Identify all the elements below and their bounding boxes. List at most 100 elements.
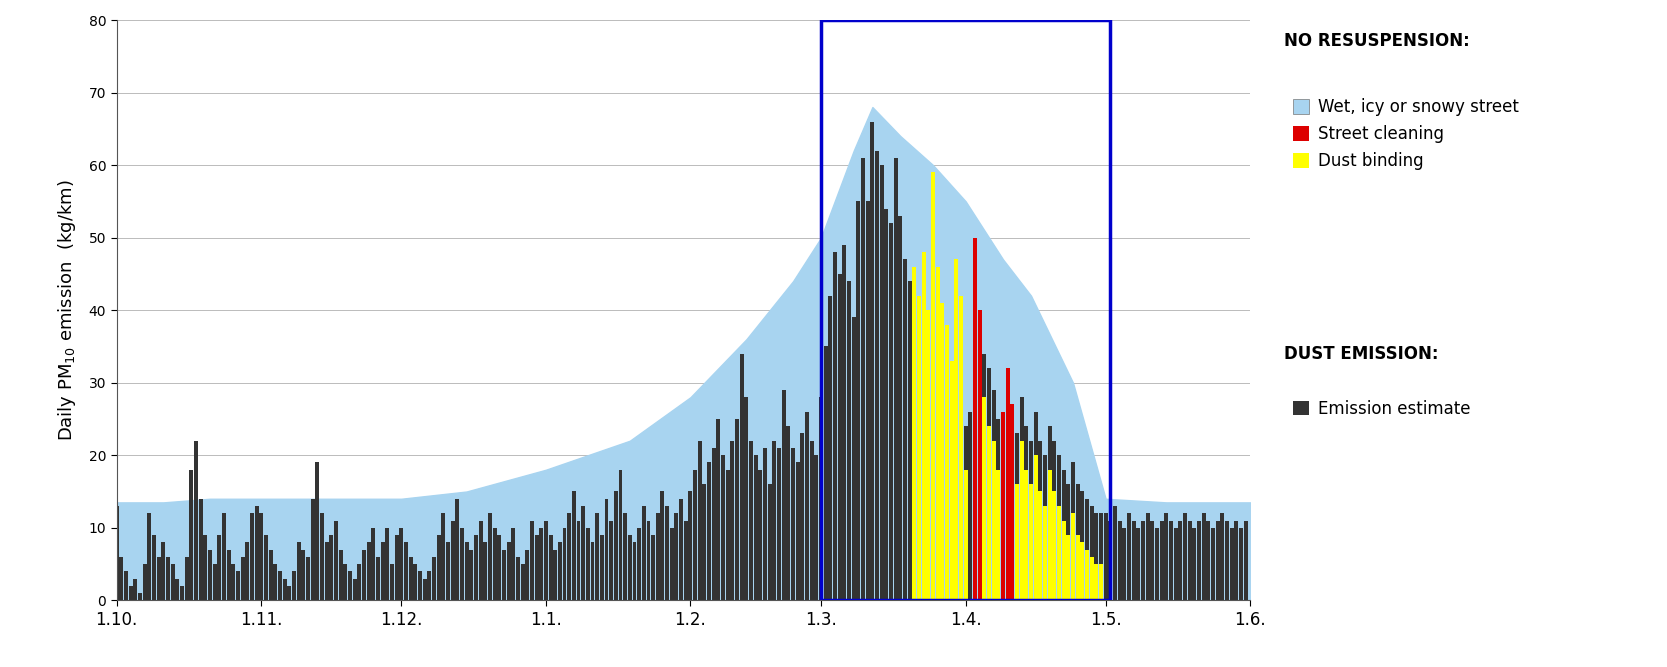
Bar (1127, 514, 1130, 600)
Bar (735, 419, 738, 600)
Bar (655, 514, 660, 600)
Bar (787, 426, 790, 600)
Bar (815, 456, 818, 600)
Bar (128, 586, 133, 600)
Bar (413, 564, 417, 600)
Bar (955, 259, 959, 600)
Bar (1062, 470, 1065, 600)
Bar (333, 520, 338, 600)
Bar (562, 528, 567, 600)
Bar (834, 252, 837, 600)
Bar (997, 419, 1000, 600)
Bar (330, 535, 333, 600)
Bar (1244, 520, 1247, 600)
Bar (213, 564, 217, 600)
Bar (1044, 506, 1047, 600)
Bar (1080, 492, 1084, 600)
Bar (1075, 535, 1080, 600)
Bar (1179, 520, 1182, 600)
Bar (217, 535, 222, 600)
Bar (950, 361, 954, 600)
Bar (880, 165, 884, 600)
Bar (362, 550, 367, 600)
Bar (353, 578, 357, 600)
Bar (665, 506, 668, 600)
Bar (1234, 520, 1239, 600)
Bar (1207, 520, 1210, 600)
Bar (745, 398, 748, 600)
Bar (395, 535, 398, 600)
Bar (1015, 484, 1019, 600)
Bar (717, 419, 720, 600)
Bar (302, 550, 305, 600)
Bar (964, 426, 967, 600)
Bar (548, 535, 552, 600)
Bar (1202, 514, 1205, 600)
Bar (558, 542, 562, 600)
Bar (157, 557, 160, 600)
Bar (567, 514, 572, 600)
Bar (227, 550, 230, 600)
Bar (1094, 514, 1099, 600)
Bar (772, 441, 777, 600)
Bar (292, 571, 297, 600)
Bar (152, 535, 157, 600)
Bar (1225, 520, 1229, 600)
Bar (927, 310, 930, 600)
Bar (959, 295, 964, 600)
Bar (725, 470, 730, 600)
Bar (582, 506, 585, 600)
Bar (1085, 499, 1089, 600)
Legend: Emission estimate: Emission estimate (1292, 400, 1470, 418)
Bar (660, 492, 665, 600)
Bar (940, 303, 944, 600)
Bar (450, 520, 455, 600)
Bar (595, 514, 598, 600)
Bar (1164, 514, 1169, 600)
Bar (1010, 456, 1014, 600)
Bar (1057, 456, 1060, 600)
Bar (857, 201, 860, 600)
Bar (997, 470, 1000, 600)
Bar (839, 274, 842, 600)
Bar (1020, 398, 1024, 600)
Bar (437, 535, 440, 600)
Bar (792, 448, 795, 600)
Bar (823, 346, 828, 600)
Bar (982, 354, 987, 600)
Bar (590, 542, 595, 600)
Bar (1010, 404, 1014, 600)
Bar (637, 528, 642, 600)
Bar (987, 426, 990, 600)
Bar (203, 535, 207, 600)
Bar (408, 557, 412, 600)
Bar (320, 514, 323, 600)
Bar (1067, 535, 1070, 600)
Bar (909, 281, 912, 600)
Bar (1039, 441, 1042, 600)
Bar (917, 295, 922, 600)
Bar (133, 578, 137, 600)
Bar (875, 151, 879, 600)
Bar (1099, 564, 1104, 600)
Bar (955, 259, 959, 600)
Bar (810, 441, 813, 600)
Bar (992, 390, 995, 600)
Bar (1090, 557, 1094, 600)
Bar (642, 506, 645, 600)
Bar (1075, 484, 1080, 600)
Bar (730, 441, 735, 600)
Bar (922, 252, 925, 600)
Bar (175, 578, 180, 600)
Bar (748, 441, 753, 600)
Bar (190, 470, 193, 600)
Bar (492, 528, 497, 600)
Bar (232, 564, 235, 600)
Bar (1114, 506, 1117, 600)
Bar (535, 535, 538, 600)
Bar (1099, 514, 1104, 600)
Bar (572, 492, 575, 600)
Bar (1010, 404, 1014, 600)
Bar (245, 542, 250, 600)
Bar (847, 281, 852, 600)
